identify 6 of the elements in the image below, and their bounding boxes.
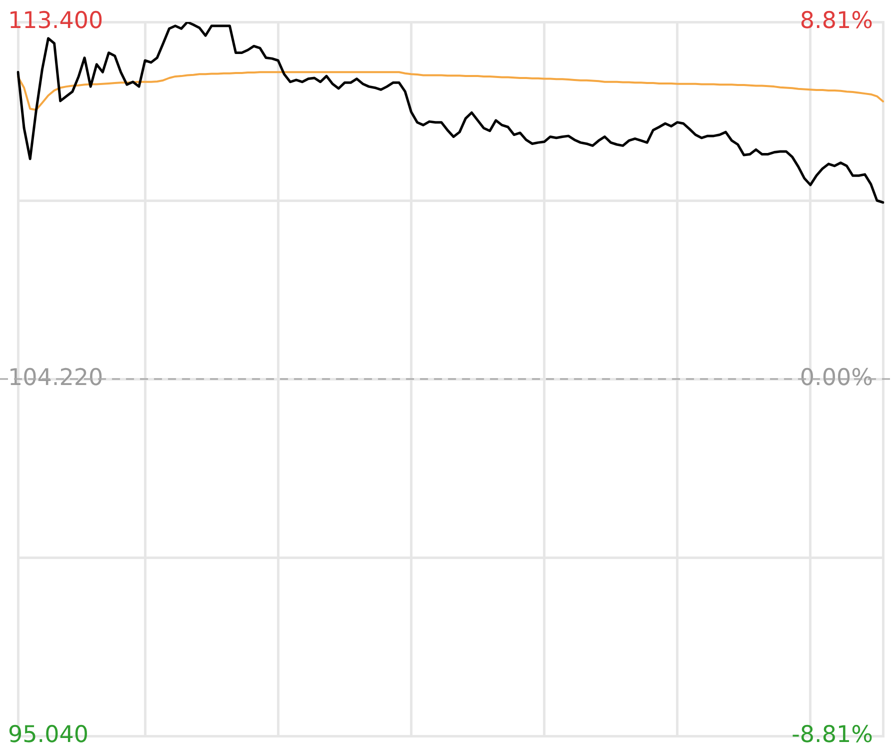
y-tick-label: 113.400 (8, 8, 104, 34)
y2-tick-label: 0.00% (800, 364, 873, 391)
y-tick-label: 95.040 (8, 722, 88, 748)
y2-tick-label: 8.81% (800, 8, 873, 34)
y2-tick-label: -8.81% (792, 722, 873, 748)
y-tick-label: 104.220 (8, 364, 104, 391)
